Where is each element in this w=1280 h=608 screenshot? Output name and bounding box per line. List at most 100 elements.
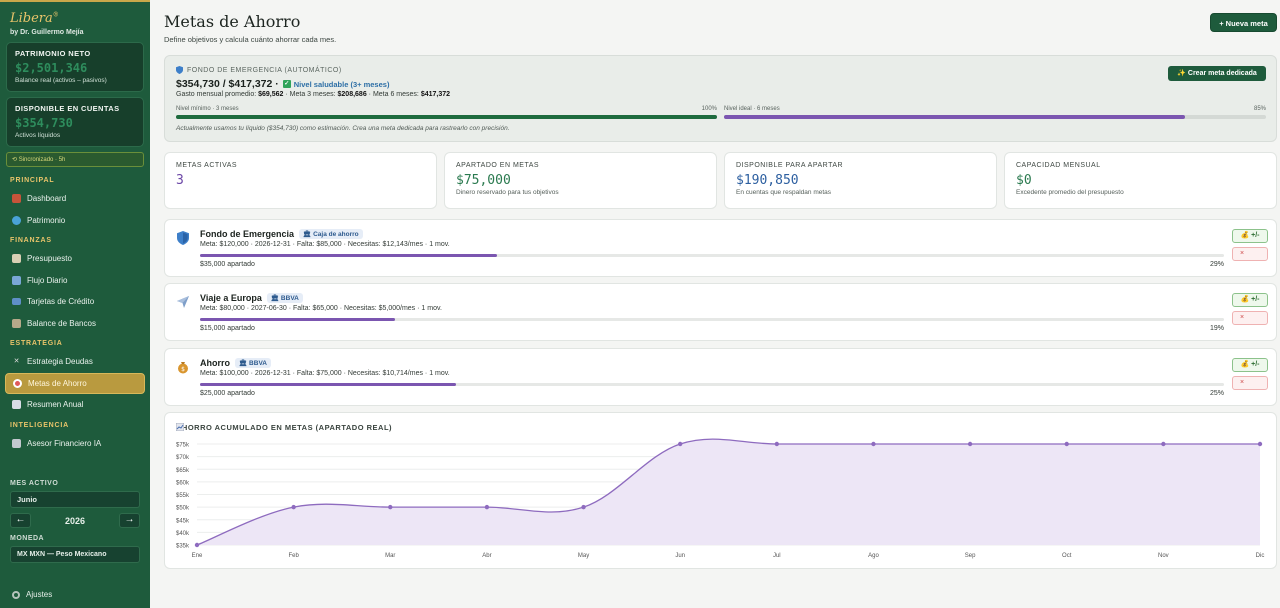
sidebar-item-asesor[interactable]: Asesor Financiero IA [0, 433, 150, 455]
sidebar-item-patrimonio[interactable]: Patrimonio [0, 210, 150, 232]
x-tick-label: Oct [1062, 553, 1072, 559]
sidebar-item-bancos[interactable]: Balance de Bancos [0, 313, 150, 335]
emergency-fund-amount: $354,730 / $417,372 · ✓ Nivel saludable … [176, 78, 390, 90]
sidebar: Libera® by Dr. Guillermo Mejía PATRIMONI… [0, 0, 150, 608]
ideal-level-label: Nivel ideal · 6 meses [724, 106, 780, 112]
sidebar-item-label: Resumen Anual [27, 400, 84, 410]
min-level-pct: 100% [701, 106, 717, 112]
sidebar-item-deudas[interactable]: ✕ Estrategia Deudas [0, 351, 150, 373]
sidebar-item-flujo[interactable]: Flujo Diario [0, 270, 150, 292]
stat-label: CAPACIDAD MENSUAL [1016, 162, 1101, 169]
goal-progress-fill [200, 318, 395, 321]
y-tick-label: $35k [176, 544, 190, 550]
savings-chart: $35k $40k $45k $50k $55k $60k $65k $70k $75k Ene F… [176, 438, 1264, 559]
sidebar-item-dashboard[interactable]: Dashboard [0, 188, 150, 210]
sidebar-item-label: Asesor Financiero IA [27, 438, 102, 448]
goal-progress-fill [200, 383, 456, 386]
sidebar-item-metas[interactable]: Metas de Ahorro [5, 372, 145, 394]
goal-percent: 19% [1209, 325, 1224, 332]
brand-logo[interactable]: Libera® [10, 11, 59, 26]
goal-saved: $25,000 apartado [200, 390, 255, 397]
goal-saved: $15,000 apartado [200, 325, 255, 332]
x-tick-label: Nov [1158, 553, 1169, 559]
emergency-fund-note: Actualmente usamos tu líquido ($354,730)… [176, 125, 510, 132]
delete-goal-button[interactable]: × [1232, 247, 1268, 261]
goal-card-ahorro: $ Ahorro 🏛 BBVA Meta: $100,000 · 2026-12-… [164, 348, 1277, 406]
prev-year-button[interactable]: ← [10, 513, 31, 528]
chart-icon [176, 423, 184, 431]
meta-3-months: $208,686 [337, 91, 367, 98]
adjust-goal-button[interactable]: 💰 +/- [1232, 229, 1268, 243]
goal-progress-fill [200, 254, 497, 257]
series-area [197, 439, 1260, 545]
delete-goal-button[interactable]: × [1232, 311, 1268, 325]
gear-icon [12, 590, 20, 599]
stat-desc: En cuentas que respaldan metas [736, 189, 832, 196]
goal-card-emergency: Fondo de Emergencia 🏛 Caja de ahorro Meta… [164, 219, 1277, 277]
sidebar-item-label: Tarjetas de Crédito [27, 297, 95, 307]
data-point [1064, 441, 1069, 447]
diamond-icon [12, 215, 21, 225]
x-tick-label: May [578, 553, 589, 559]
min-level-bar [176, 115, 717, 119]
sidebar-item-resumen[interactable]: Resumen Anual [0, 394, 150, 416]
goal-account-tag: 🏛 BBVA [235, 358, 271, 368]
stat-desc: Excedente promedio del presupuesto [1016, 189, 1124, 196]
goal-progress-bar [200, 383, 1224, 386]
ideal-level-bar [724, 115, 1266, 119]
y-tick-label: $40k [176, 531, 190, 537]
y-tick-label: $65k [176, 468, 190, 474]
data-point [581, 504, 586, 510]
sidebar-item-label: Flujo Diario [27, 275, 68, 285]
emergency-fund-title: FONDO DE EMERGENCIA (AUTOMÁTICO) [176, 66, 342, 74]
x-tick-label: Abr [482, 553, 491, 559]
net-worth-label: PATRIMONIO NETO [15, 49, 91, 58]
adjust-goal-button[interactable]: 💰 +/- [1232, 358, 1268, 372]
data-point [871, 441, 876, 447]
sidebar-item-tarjetas[interactable]: Tarjetas de Crédito [0, 291, 150, 313]
meta-6-months: $417,372 [420, 91, 451, 98]
goal-progress-bar [200, 254, 1224, 257]
x-tick-label: Feb [288, 553, 299, 559]
settings-link[interactable]: Ajustes [12, 590, 52, 599]
stat-value: $0 [1016, 173, 1032, 188]
available-value: $354,730 [15, 116, 73, 130]
goal-meta: Meta: $120,000 · 2026-12-31 · Falta: $85… [200, 241, 450, 248]
create-dedicated-goal-button[interactable]: ✨ Crear meta dedicada [1168, 66, 1266, 81]
section-inteligencia: INTELIGENCIA [10, 421, 69, 429]
delete-goal-button[interactable]: × [1232, 376, 1268, 390]
sidebar-item-label: Patrimonio [27, 215, 66, 225]
sidebar-item-label: Presupuesto [27, 254, 72, 264]
settings-label: Ajustes [26, 590, 53, 599]
sidebar-item-presupuesto[interactable]: Presupuesto [0, 248, 150, 270]
ideal-level-pct: 85% [1253, 106, 1266, 112]
goal-meta: Meta: $80,000 · 2027-06-30 · Falta: $65,… [200, 305, 442, 312]
currency-select[interactable]: MX MXN — Peso Mexicano [10, 546, 140, 563]
y-tick-label: $50k [176, 506, 190, 512]
x-tick-label: Sep [965, 553, 976, 559]
stat-value: $75,000 [456, 173, 511, 188]
money-bag-icon: $ [178, 362, 188, 374]
data-point [484, 504, 490, 510]
currency-label: MONEDA [10, 535, 45, 542]
goal-meta: Meta: $100,000 · 2026-12-31 · Falta: $75… [200, 370, 450, 377]
data-point [967, 441, 973, 447]
goal-saved: $35,000 apartado [200, 261, 255, 268]
data-point [291, 504, 296, 510]
goal-percent: 29% [1209, 261, 1224, 268]
next-year-button[interactable]: → [119, 513, 140, 528]
data-point [1161, 441, 1166, 447]
health-status: Nivel saludable (3+ meses) [293, 79, 390, 89]
stat-card-available: DISPONIBLE PARA APARTAR $190,850 En cuen… [724, 152, 997, 209]
sync-status[interactable]: ⟲ Sincronizado · 5h [6, 152, 144, 167]
adjust-goal-button[interactable]: 💰 +/- [1232, 293, 1268, 307]
new-goal-button[interactable]: + Nueva meta [1210, 13, 1277, 32]
month-select[interactable]: Junio [10, 491, 140, 508]
y-tick-label: $45k [176, 518, 190, 524]
credit-card-icon [12, 298, 21, 306]
goal-name: Ahorro 🏛 BBVA [200, 358, 271, 368]
sidebar-item-label: Metas de Ahorro [28, 378, 87, 388]
robot-icon [12, 438, 21, 448]
year-selector: ← 2026 → [10, 513, 140, 528]
brand-author: by Dr. Guillermo Mejía [10, 29, 84, 36]
